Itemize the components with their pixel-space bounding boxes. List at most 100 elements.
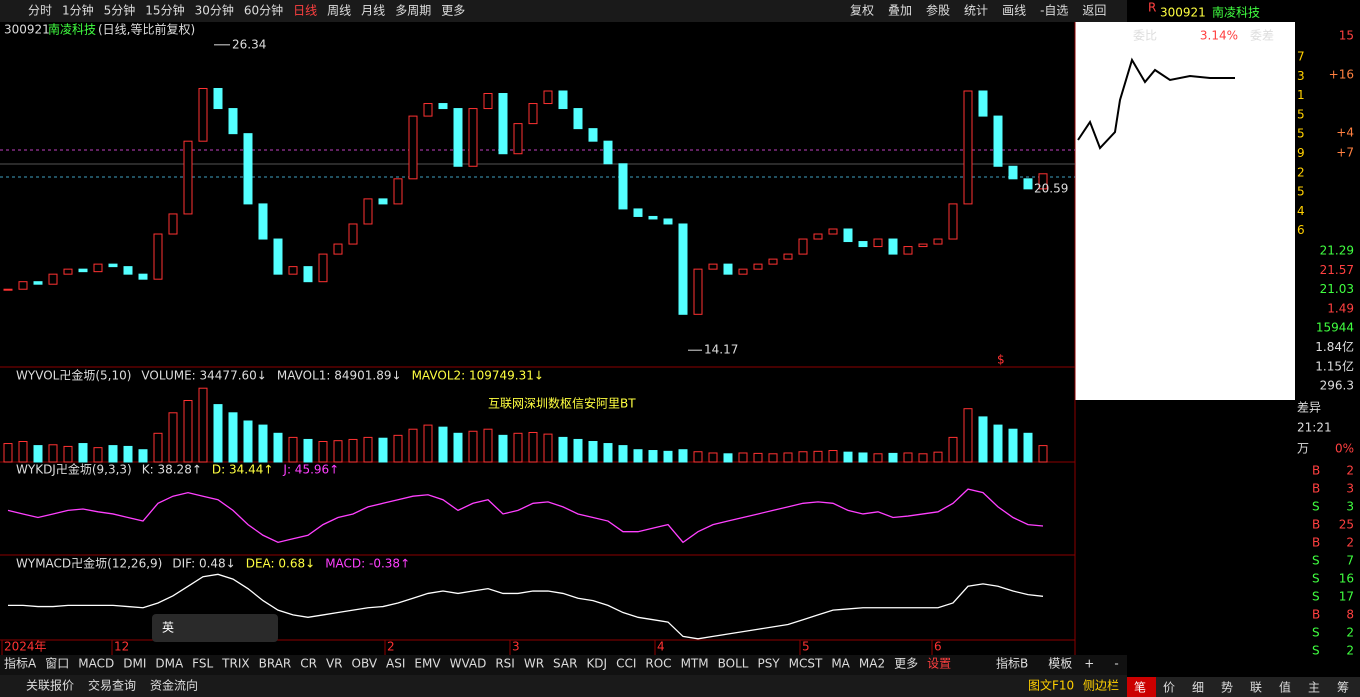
indicator-tab[interactable]: KDJ	[586, 657, 607, 671]
action-button[interactable]: 参股	[926, 3, 950, 18]
status-link[interactable]: 资金流向	[150, 678, 198, 693]
quote-tab[interactable]: 值	[1279, 680, 1291, 695]
quote-tab-bar	[1127, 677, 1360, 697]
period-tab[interactable]: 5分钟	[104, 3, 136, 18]
action-button[interactable]: 画线	[1002, 4, 1026, 18]
indicator-tab[interactable]: BRAR	[259, 657, 292, 671]
volume-bar	[1023, 432, 1033, 463]
indicator-tab[interactable]: CCI	[616, 657, 636, 671]
indicator-tab[interactable]: DMI	[123, 657, 146, 671]
period-tab[interactable]: 日线	[293, 4, 317, 18]
stat-value: 1.49	[1327, 301, 1354, 315]
quote-tab[interactable]: 价	[1163, 681, 1175, 695]
indicator-tab[interactable]: MCST	[789, 657, 823, 671]
mini-line	[1077, 57, 1235, 150]
volume-bar	[708, 452, 718, 463]
indicator-tab[interactable]: +	[1084, 657, 1094, 671]
candle	[918, 243, 928, 248]
volume-bar	[1008, 428, 1018, 463]
status-link[interactable]: 关联报价	[26, 678, 74, 693]
candle	[288, 266, 298, 275]
period-tab[interactable]: 分时	[28, 4, 52, 18]
indicator-tab[interactable]: WVAD	[450, 657, 487, 671]
action-button[interactable]: 返回	[1082, 4, 1106, 18]
edge-digit: 5	[1297, 185, 1305, 199]
indicator-value: J: 45.96↑	[282, 463, 339, 477]
period-tab[interactable]: 多周期	[395, 4, 431, 18]
action-button[interactable]: 统计	[964, 4, 988, 18]
volume-bar	[468, 430, 478, 463]
indicator-tab[interactable]: FSL	[192, 657, 213, 671]
action-button[interactable]: 复权	[850, 4, 874, 18]
period-tab[interactable]: 1分钟	[62, 3, 94, 18]
trade-side: B	[1312, 482, 1320, 496]
indicator-tab[interactable]: SAR	[553, 657, 577, 671]
quote-tab[interactable]: 势	[1221, 681, 1233, 695]
volume-bar	[153, 432, 163, 463]
volume-bar	[408, 428, 418, 463]
quote-tab[interactable]: 细	[1192, 681, 1204, 695]
period-tab[interactable]: 15分钟	[145, 3, 184, 18]
indicator-tab[interactable]: -	[1114, 657, 1118, 671]
period-tab[interactable]: 30分钟	[195, 3, 234, 18]
candle	[18, 281, 28, 290]
indicator-tab[interactable]: PSY	[757, 657, 780, 671]
value: 3.14%	[1200, 29, 1238, 43]
volume-bar	[588, 441, 598, 463]
indicator-tab[interactable]: ROC	[645, 657, 671, 671]
period-tab[interactable]: 更多	[441, 4, 465, 18]
volume-bar	[33, 445, 43, 463]
volume-bar	[318, 441, 328, 463]
action-button[interactable]: -自选	[1040, 4, 1068, 18]
indicator-tab[interactable]: 设置	[927, 657, 951, 671]
indicator-value: DIF: 0.48↓	[172, 557, 235, 571]
status-link[interactable]: 交易查询	[88, 678, 136, 693]
status-link[interactable]: 侧边栏	[1083, 678, 1119, 693]
candle	[78, 268, 88, 273]
indicator-tab[interactable]: VR	[326, 657, 343, 671]
indicator-tab[interactable]: MA2	[859, 657, 885, 671]
indicator-tab[interactable]: 窗口	[45, 657, 69, 671]
quote-tab[interactable]: 主	[1308, 681, 1320, 695]
indicator-tab[interactable]: 指标A	[4, 656, 37, 671]
edge-digit: 7	[1297, 50, 1305, 64]
period-tab[interactable]: 周线	[327, 4, 351, 18]
indicator-tab[interactable]: 更多	[894, 657, 918, 671]
candle	[573, 108, 583, 130]
trade-volume: 3	[1346, 500, 1354, 514]
date-label: 5	[802, 640, 810, 654]
indicator-tab[interactable]: 指标B	[996, 656, 1028, 671]
indicator-tab[interactable]: 模板	[1048, 657, 1072, 671]
volume-bar	[888, 452, 898, 463]
ime-mode[interactable]: 英	[162, 621, 174, 635]
indicator-tab[interactable]: DMA	[155, 657, 184, 671]
candle	[633, 208, 643, 217]
volume-bar	[18, 441, 28, 463]
indicator-tab[interactable]: RSI	[495, 657, 515, 671]
indicator-tab[interactable]: ASI	[386, 657, 405, 671]
volume-bar	[348, 438, 358, 463]
indicator-tab[interactable]: MACD	[78, 657, 114, 671]
period-tab[interactable]: 60分钟	[244, 3, 283, 18]
candle	[393, 178, 403, 205]
action-button[interactable]: 叠加	[888, 4, 912, 18]
quote-tab[interactable]: 笔	[1134, 680, 1146, 695]
candle	[48, 273, 58, 285]
indicator-tab[interactable]: MTM	[681, 657, 709, 671]
indicator-tab[interactable]: MA	[831, 657, 850, 671]
quote-tab[interactable]: 筹	[1337, 681, 1349, 695]
indicator-title: WYKDJ卍金坜(9,3,3)	[16, 462, 132, 477]
indicator-tab[interactable]: CR	[300, 657, 317, 671]
indicator-tab[interactable]: OBV	[352, 657, 378, 671]
quote-tab[interactable]: 联	[1250, 681, 1262, 695]
flag: R	[1148, 1, 1156, 15]
indicator-tab[interactable]: WR	[524, 657, 544, 671]
indicator-tab[interactable]: TRIX	[221, 657, 249, 671]
indicator-tab[interactable]: BOLL	[718, 657, 749, 671]
indicator-tab[interactable]: EMV	[414, 657, 441, 671]
volume-bar	[723, 453, 733, 463]
status-link[interactable]: 图文F10	[1028, 678, 1074, 693]
period-tab[interactable]: 月线	[361, 4, 385, 18]
volume-bar	[978, 416, 988, 463]
